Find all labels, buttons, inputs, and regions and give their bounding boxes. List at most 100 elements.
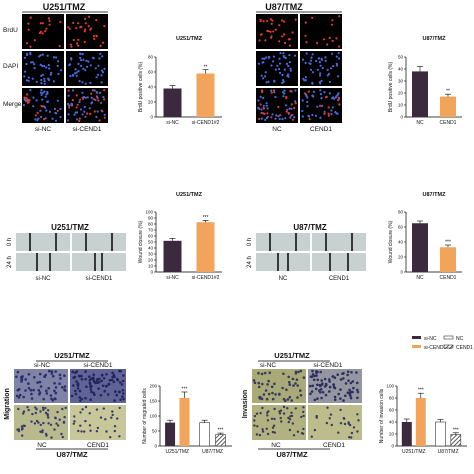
chart-1-bar bbox=[163, 88, 182, 117]
chart-3-tick-label: 10 bbox=[148, 264, 154, 269]
chart-3-tick-label: 100 bbox=[145, 210, 153, 215]
chart-5-significance: *** bbox=[182, 387, 188, 393]
chart-5-tick-label: 100 bbox=[149, 414, 157, 419]
chart-2-category-label: NC bbox=[416, 120, 424, 126]
chart-2-tick-label: 30 bbox=[398, 79, 404, 84]
transwell-cells-right bbox=[252, 369, 360, 439]
chart-1-ylabel: BrdU positive cells (%) bbox=[138, 62, 144, 113]
chart-4-category-label: NC bbox=[416, 275, 424, 281]
chart-5-bar bbox=[215, 434, 226, 447]
chart-2-tick-label: 50 bbox=[398, 55, 404, 60]
chart-1-tick-label: 60 bbox=[148, 70, 154, 75]
panel-a-right-title: U87/TMZ bbox=[265, 2, 303, 12]
chart-3-ylabel: Wound closure (%) bbox=[138, 220, 144, 263]
chart-4-tick-label: 0 bbox=[400, 270, 403, 275]
chart-1-category-label: si-CEND1#2 bbox=[192, 120, 220, 126]
legend: si-NC NC si-CEND1#2 CEND1 bbox=[412, 335, 473, 351]
chart-6-bar bbox=[450, 434, 462, 447]
chart-4-bar bbox=[440, 247, 456, 272]
chart-4-tick-label: 20 bbox=[398, 255, 404, 260]
transwell-group-si-nc-right: si-NC bbox=[260, 362, 277, 369]
chart-6-bar bbox=[401, 422, 412, 446]
legend-label-cend1: CEND1 bbox=[456, 345, 473, 351]
chart-3-tick-label: 90 bbox=[148, 216, 154, 221]
chart-5-tick-label: 150 bbox=[149, 399, 157, 404]
chart-3-tick-label: 50 bbox=[148, 240, 154, 245]
group-label-nc: NC bbox=[272, 126, 282, 133]
row-label-invasion: Invasion bbox=[242, 390, 249, 418]
chart-3-tick-label: 80 bbox=[148, 222, 154, 227]
wound-0h-si-nc bbox=[16, 233, 70, 251]
chart-1-title: U251/TMZ bbox=[176, 36, 203, 42]
wound-24h-cend1 bbox=[312, 253, 366, 271]
wound-24h-si-cend1 bbox=[72, 253, 126, 271]
chart-5-category-label: U87/TMZ bbox=[202, 449, 223, 455]
legend-swatch-nc bbox=[443, 335, 454, 340]
group-label-si-nc: si-NC bbox=[35, 126, 52, 133]
chart-4-title: U87/TMZ bbox=[423, 192, 447, 198]
legend-label-nc: NC bbox=[456, 336, 464, 342]
chart-1-bar bbox=[196, 73, 215, 117]
panel-c-right-micrographs: U251/TMZ si-NC si-CEND1 Invasion NC CEND… bbox=[242, 351, 362, 459]
micrograph-dapi-nc bbox=[256, 51, 298, 86]
wound-0h-nc bbox=[256, 233, 310, 251]
chart-2-ylabel: BrdU positive cells (%) bbox=[388, 62, 394, 113]
chart-1: U251/TMZ 0 20 40 60 80 BrdU positive cells (%)… bbox=[138, 36, 222, 126]
chart-4-tick-label: 80 bbox=[398, 210, 404, 215]
chart-2-tick-label: 10 bbox=[398, 103, 404, 108]
chart-3-tick-label: 0 bbox=[150, 270, 153, 275]
chart-3-tick-label: 60 bbox=[148, 234, 154, 239]
panel-b-right-title: U87/TMZ bbox=[293, 223, 326, 232]
chart-4-tick-label: 60 bbox=[398, 225, 404, 230]
transwell-group-cend1: CEND1 bbox=[87, 442, 109, 449]
chart-6-ylabel: Number of invasion cells bbox=[379, 388, 385, 443]
chart-3-title: U251/TMZ bbox=[176, 192, 203, 198]
legend-label-si-cend1-2: si-CEND1#2 bbox=[424, 345, 452, 351]
chart-6-bar bbox=[415, 398, 426, 446]
chart-2-tick-label: 20 bbox=[398, 91, 404, 96]
chart-6-significance: *** bbox=[453, 427, 459, 433]
chart-4-significance: *** bbox=[445, 240, 451, 246]
nuclei-dots-right bbox=[257, 15, 341, 121]
chart-3-category-label: si-NC bbox=[166, 275, 179, 281]
chart-6-tick-label: 40 bbox=[389, 420, 395, 425]
chart-5-tick-label: 0 bbox=[154, 444, 157, 449]
row-label-migration: Migration bbox=[4, 388, 11, 420]
transwell-invasion-cend1 bbox=[308, 405, 362, 440]
micrograph-brdu-si-nc bbox=[22, 14, 64, 49]
chart-3-tick-label: 30 bbox=[148, 252, 154, 257]
wound-24h-nc bbox=[256, 253, 310, 271]
wound-group-nc: NC bbox=[279, 276, 288, 282]
panel-c-left-micrographs: U251/TMZ si-NC si-CEND1 Migration NC CEN… bbox=[4, 351, 126, 459]
legend-label-si-nc: si-NC bbox=[424, 336, 437, 342]
chart-5-ylabel: Number of migrated cells bbox=[142, 388, 148, 444]
chart-2-category-label: CEND1 bbox=[440, 120, 457, 126]
row-label-merge: Merge bbox=[3, 101, 22, 108]
chart-4-ylabel: Wound closure (%) bbox=[388, 220, 394, 263]
chart-3-significance: *** bbox=[203, 215, 209, 221]
chart-5-category-label: U251/TMZ bbox=[165, 449, 189, 455]
chart-2-tick-label: 0 bbox=[400, 115, 403, 120]
legend-swatch-si-nc bbox=[412, 336, 421, 339]
chart-6-category-label: U87/TMZ bbox=[438, 449, 459, 455]
chart-4-bar bbox=[412, 223, 428, 272]
nuclei-dots-left bbox=[22, 15, 106, 123]
row-label-24h-right: 24 h bbox=[247, 256, 253, 268]
panel-c-left-bottom-title: U87/TMZ bbox=[56, 450, 88, 459]
chart-2-bar bbox=[440, 96, 456, 117]
chart-2: U87/TMZ 0 10 20 30 40 50 BrdU positive cells (%… bbox=[388, 36, 462, 126]
chart-6-tick-label: 0 bbox=[391, 444, 394, 449]
chart-5-tick-label: 50 bbox=[152, 429, 158, 434]
chart-4-category-label: CEND1 bbox=[440, 275, 457, 281]
row-label-0h: 0 h bbox=[7, 238, 13, 246]
chart-6-bar bbox=[435, 421, 446, 447]
chart-5-significance: *** bbox=[218, 428, 224, 434]
chart-6-tick-label: 100 bbox=[386, 384, 394, 389]
chart-1-tick-label: 40 bbox=[148, 85, 154, 90]
micrograph-brdu-cend1 bbox=[300, 14, 342, 49]
chart-2-tick-label: 40 bbox=[398, 67, 404, 72]
wound-0h-cend1 bbox=[312, 233, 366, 251]
